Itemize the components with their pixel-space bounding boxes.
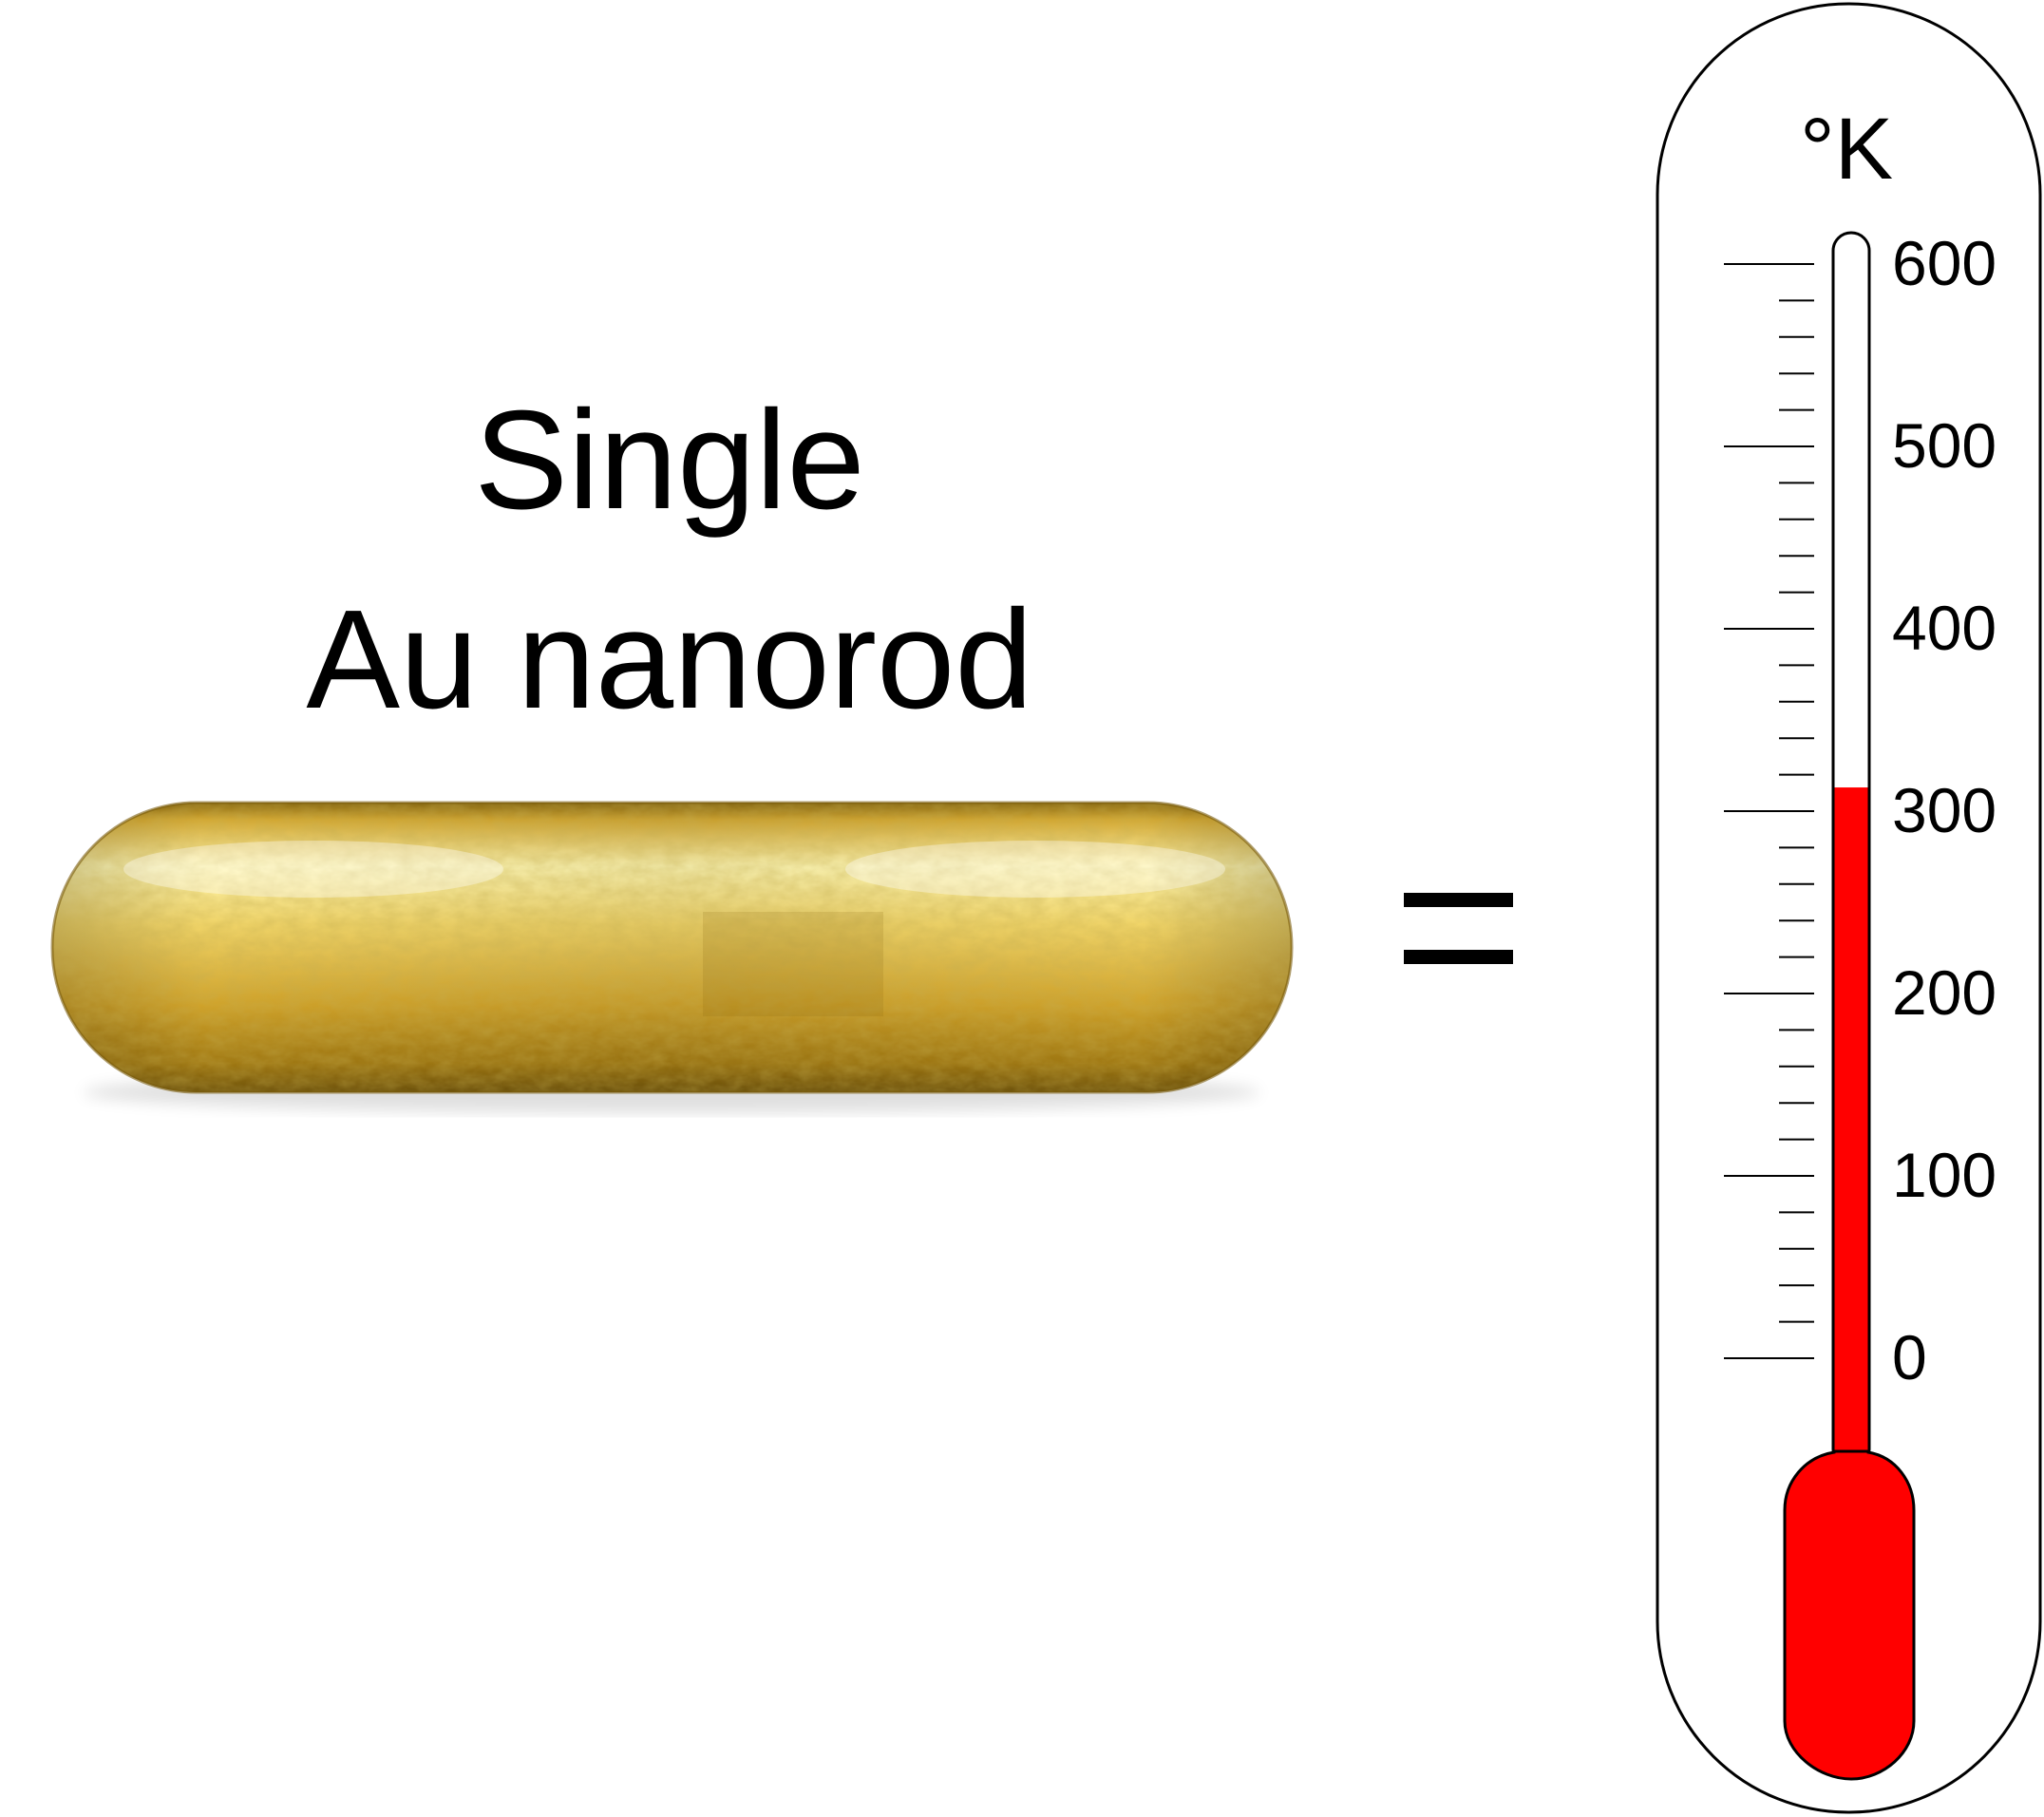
title-line-2: Au nanorod xyxy=(306,581,1033,738)
tick-label: 0 xyxy=(1892,1322,1927,1392)
tick-label: 500 xyxy=(1892,410,1997,481)
thermometer-bulb xyxy=(1783,1449,1916,1781)
tick-label: 400 xyxy=(1892,593,1997,663)
thermometer-scale: 0 100 200 300 400 500 600 xyxy=(1724,228,1997,1392)
title-line-1: Single xyxy=(474,382,865,539)
diagram-title: Single Au nanorod xyxy=(190,361,1149,760)
tick-label: 100 xyxy=(1892,1140,1997,1210)
tick-label: 300 xyxy=(1892,775,1997,845)
temperature-unit-label: °K xyxy=(1800,101,1893,198)
tick-label: 200 xyxy=(1892,957,1997,1028)
equals-sign xyxy=(1404,893,1513,964)
gold-nanorod xyxy=(50,801,1294,1113)
thermometer: °K 0 100 200 300 400 500 600 xyxy=(1656,2,2042,1814)
thermometer-fluid-column xyxy=(1834,787,1868,1467)
tick-label: 600 xyxy=(1892,228,1997,298)
